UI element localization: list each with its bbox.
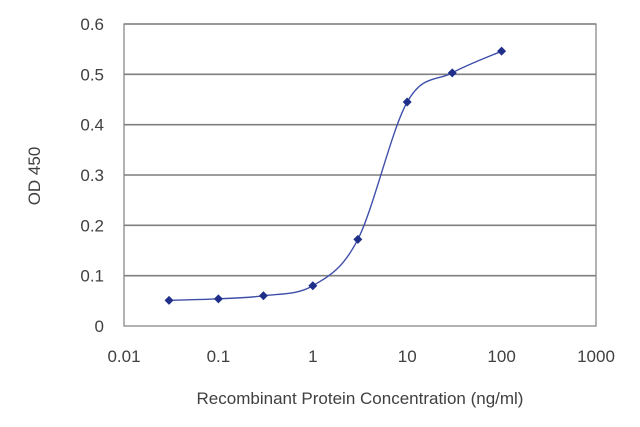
x-tick-label: 10 xyxy=(398,347,417,366)
data-point xyxy=(213,294,223,304)
data-point xyxy=(402,97,412,107)
x-axis-title: Recombinant Protein Concentration (ng/ml… xyxy=(197,389,524,408)
y-tick-label: 0.3 xyxy=(80,166,104,185)
data-points xyxy=(164,46,507,305)
data-point xyxy=(497,46,507,56)
y-tick-label: 0 xyxy=(95,317,104,336)
y-axis-title: OD 450 xyxy=(25,147,44,206)
y-tick-label: 0.4 xyxy=(80,116,104,135)
plot-area xyxy=(123,23,597,327)
x-tick-label: 1000 xyxy=(577,347,615,366)
x-tick-label: 0.1 xyxy=(207,347,231,366)
data-point xyxy=(308,281,318,291)
fit-curve xyxy=(169,50,502,302)
x-tick-label: 100 xyxy=(487,347,515,366)
data-point xyxy=(447,68,457,78)
y-axis-ticks: 0 0.1 0.2 0.3 0.4 0.5 0.6 xyxy=(80,15,104,336)
y-tick-label: 0.6 xyxy=(80,15,104,34)
x-axis-ticks: 0.01 0.1 1 10 100 1000 xyxy=(107,347,614,366)
y-tick-label: 0.2 xyxy=(80,216,104,235)
data-point xyxy=(353,234,363,244)
y-tick-label: 0.1 xyxy=(80,267,104,286)
data-point xyxy=(258,291,268,301)
y-tick-label: 0.5 xyxy=(80,65,104,84)
data-point xyxy=(164,295,174,305)
x-tick-label: 0.01 xyxy=(107,347,140,366)
x-tick-label: 1 xyxy=(308,347,317,366)
